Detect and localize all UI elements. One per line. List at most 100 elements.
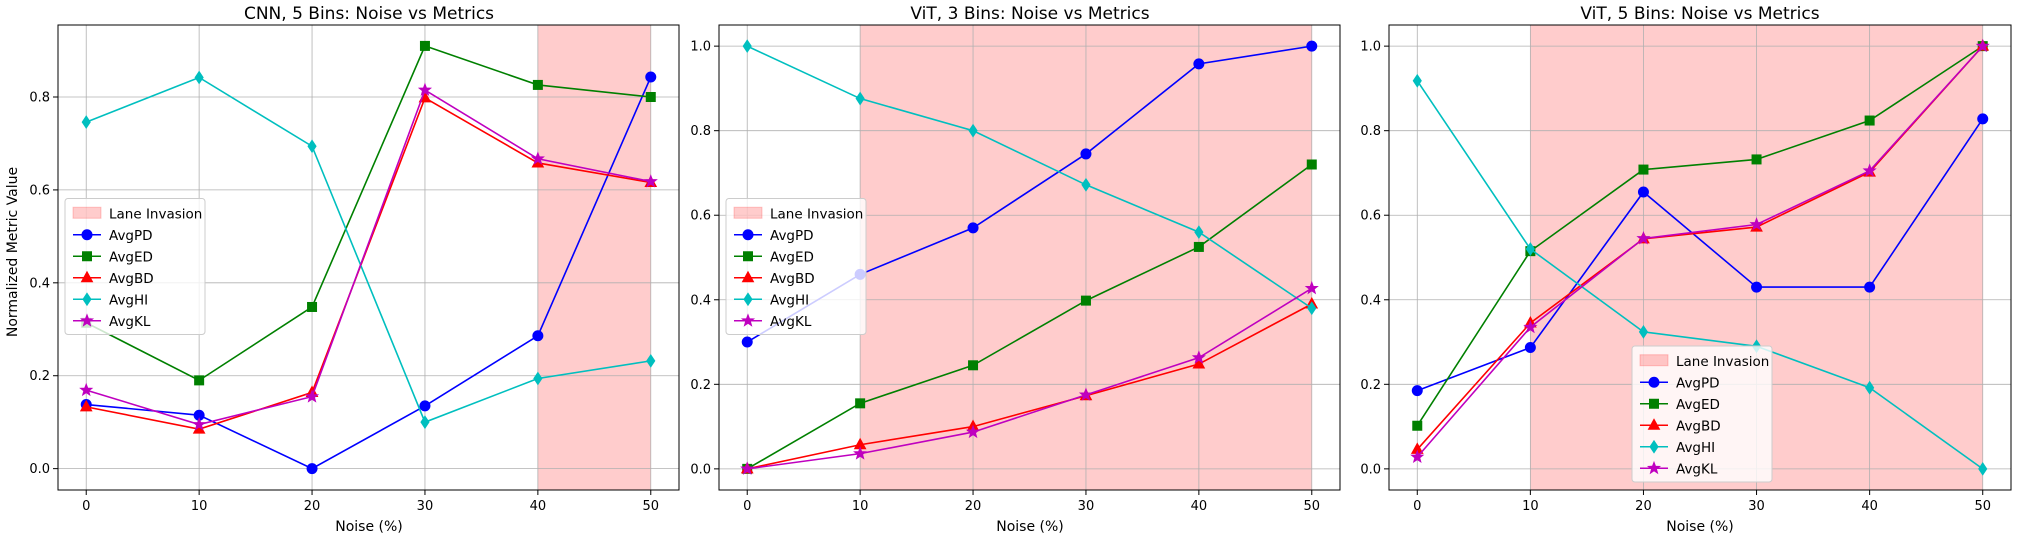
series-avghi <box>81 70 656 430</box>
legend-label-avgbd: AvgBD <box>770 271 815 287</box>
data-point <box>419 400 431 412</box>
y-tick-label: 0.0 <box>690 462 711 477</box>
data-point <box>1977 113 1989 125</box>
legend-marker <box>740 313 756 327</box>
data-point <box>1080 295 1091 306</box>
legend-box <box>725 198 867 335</box>
series-avged <box>81 40 656 386</box>
legend-label-avgkl: AvgKL <box>1676 461 1718 477</box>
legend-label-avged: AvgED <box>109 249 153 265</box>
series-avghi <box>1412 73 1988 476</box>
data-point <box>81 115 91 129</box>
data-point <box>1193 241 1204 252</box>
legend-marker <box>1647 418 1661 430</box>
data-point <box>742 39 752 54</box>
legend-box <box>1631 345 1773 483</box>
x-tick-label: 40 <box>1861 499 1878 514</box>
data-point <box>1078 387 1094 401</box>
data-point <box>306 463 318 475</box>
data-point <box>192 417 207 431</box>
data-point <box>741 336 753 348</box>
series-line <box>1416 45 1984 427</box>
series-line <box>1416 118 1984 392</box>
legend: Lane Invasion AvgPD AvgED AvgBD AvgHI AvgKL <box>725 198 867 335</box>
chart-title: ViT, 5 Bins: Noise vs Metrics <box>1580 4 1819 24</box>
axes-frame <box>1388 24 2012 491</box>
legend-marker <box>743 292 753 307</box>
legend: Lane Invasion AvgPD AvgED AvgBD AvgHI AvgKL <box>1631 345 1773 483</box>
legend-label-avged: AvgED <box>770 249 814 265</box>
data-point <box>304 389 320 403</box>
data-point <box>1638 164 1649 175</box>
series-line <box>747 287 1313 470</box>
x-tick-label: 30 <box>1078 499 1095 514</box>
x-tick-label: 20 <box>304 499 321 514</box>
data-point <box>967 222 979 234</box>
series-avgkl <box>1410 38 1990 464</box>
data-point <box>645 71 657 83</box>
data-point <box>1865 380 1875 395</box>
y-tick-label: 0.4 <box>29 276 50 291</box>
grid <box>719 25 1340 490</box>
legend-marker <box>1649 439 1659 454</box>
data-point <box>643 174 658 188</box>
legend-label-avghi: AvgHI <box>770 292 809 308</box>
data-point <box>1412 73 1422 88</box>
data-point <box>965 424 981 439</box>
y-tick-label: 1.0 <box>690 40 711 55</box>
data-point <box>855 91 865 106</box>
x-tick-label: 20 <box>1635 499 1652 514</box>
legend: Lane Invasion AvgPD AvgED AvgBD AvgHI AvgKL <box>64 198 206 335</box>
y-tick-label: 0.8 <box>690 124 711 139</box>
data-point <box>1978 461 1988 476</box>
x-tick-label: 50 <box>642 499 659 514</box>
data-point <box>1080 148 1092 160</box>
y-tick-label: 0.2 <box>29 369 50 384</box>
x-tick-label: 50 <box>1974 499 1991 514</box>
legend-marker <box>1648 376 1660 388</box>
data-point <box>1751 281 1763 293</box>
data-point <box>968 360 979 371</box>
data-point <box>1637 186 1649 198</box>
x-tick-label: 10 <box>852 499 869 514</box>
data-point <box>1081 177 1091 192</box>
data-point <box>1862 163 1877 177</box>
legend-marker <box>743 251 753 262</box>
legend-label-lane-invasion: Lane Invasion <box>1676 354 1769 370</box>
data-point <box>1306 40 1318 52</box>
y-tick-label: 0.2 <box>690 378 711 393</box>
data-point <box>1864 115 1875 126</box>
legend-marker <box>82 251 92 262</box>
legend-label-avgpd: AvgPD <box>1676 375 1720 391</box>
legend-label-avgpd: AvgPD <box>109 228 153 244</box>
data-point <box>307 139 317 154</box>
legend-label-avghi: AvgHI <box>109 292 148 308</box>
y-tick-label: 0.0 <box>29 462 50 477</box>
x-tick-label: 20 <box>965 499 982 514</box>
legend-label-avgkl: AvgKL <box>109 314 151 330</box>
series-avgkl <box>740 280 1319 475</box>
x-axis-label: Noise (%) <box>1666 519 1734 535</box>
y-tick-label: 1.0 <box>1360 40 1381 55</box>
data-point <box>968 123 978 138</box>
data-point <box>1749 217 1764 231</box>
data-point <box>1751 154 1762 165</box>
data-point <box>1412 420 1423 431</box>
legend-label-lane-invasion: Lane Invasion <box>109 206 202 222</box>
data-point <box>1192 356 1206 369</box>
x-tick-label: 0 <box>1413 499 1421 514</box>
x-tick-label: 50 <box>1303 499 1320 514</box>
y-tick-label: 0.2 <box>1360 378 1381 393</box>
y-tick-label: 0.0 <box>1360 462 1381 477</box>
legend-marker <box>82 292 92 307</box>
axes-frame <box>718 24 1341 491</box>
data-point <box>530 151 545 165</box>
data-point <box>1194 225 1204 240</box>
axes-frame <box>57 24 680 491</box>
y-tick-label: 0.4 <box>690 293 711 308</box>
x-tick-label: 0 <box>743 499 751 514</box>
series-avged <box>742 159 1317 474</box>
subplot-vit-5-bins: ViT, 5 Bins: Noise vs Metrics 0 10 20 30 40 5… <box>1360 4 2012 535</box>
legend-marker <box>81 229 93 241</box>
